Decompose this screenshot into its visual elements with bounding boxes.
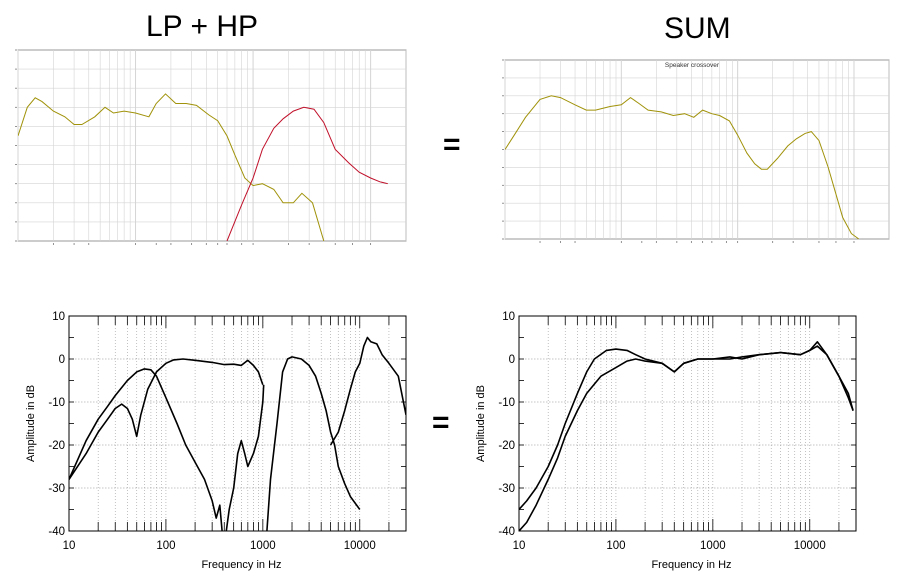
chart-bottom-right: 10 100 1000 10000 -40 -30 -20 -10 0 10 Frequency i… <box>475 311 857 571</box>
plot-area <box>69 316 406 531</box>
series-line-2 <box>519 345 854 531</box>
chart-top-left <box>15 49 407 245</box>
y-tick-label: 10 <box>502 311 515 323</box>
y-axis-label: Amplitude in dB <box>475 385 487 462</box>
chart-title: Speaker crossover <box>665 62 720 69</box>
y-tick-label: -40 <box>498 526 515 538</box>
chart-bottom-left: 10 100 1000 10000 -40 -30 -20 -10 0 10 Frequency i… <box>25 311 407 571</box>
x-axis-label: Frequency in Hz <box>201 559 281 571</box>
y-tick-label: -30 <box>498 483 515 495</box>
x-tick-label: 1000 <box>250 540 276 552</box>
series-line-4 <box>266 356 361 531</box>
y-tick-label: 0 <box>509 354 515 366</box>
equals-sign-top: = <box>443 128 461 161</box>
x-tick-label: 100 <box>156 540 175 552</box>
y-tick-label: -30 <box>48 483 65 495</box>
series-line-1 <box>505 95 860 239</box>
y-tick-label: 0 <box>59 354 65 366</box>
y-tick-label: -20 <box>48 440 65 452</box>
heading-lp-hp: LP + HP <box>146 10 259 43</box>
x-tick-label: 100 <box>606 540 625 552</box>
x-tick-label: 10000 <box>344 540 376 552</box>
x-tick-label: 10000 <box>794 540 826 552</box>
plot-area <box>519 316 856 531</box>
x-tick-label: 1000 <box>700 540 726 552</box>
y-tick-label: -20 <box>498 440 515 452</box>
y-tick-label: -10 <box>48 397 65 409</box>
x-tick-label: 10 <box>513 540 526 552</box>
y-tick-label: -40 <box>48 526 65 538</box>
series-line-5 <box>329 336 406 446</box>
y-axis-label: Amplitude in dB <box>25 385 37 462</box>
y-tick-label: -10 <box>498 397 515 409</box>
plot-frame <box>518 315 857 532</box>
heading-sum: SUM <box>664 12 731 45</box>
y-tick-label: 10 <box>52 311 65 323</box>
series-line-2 <box>226 106 388 241</box>
series-line-1 <box>69 358 264 480</box>
series-line-2 <box>69 368 223 531</box>
series-line-1 <box>18 93 325 241</box>
plot-frame <box>68 315 407 532</box>
chart-top-right: Speaker crossover <box>502 59 890 243</box>
equals-sign-bottom: = <box>432 406 450 439</box>
x-tick-label: 10 <box>63 540 76 552</box>
series-line-3 <box>225 384 265 531</box>
x-axis-label: Frequency in Hz <box>651 559 731 571</box>
